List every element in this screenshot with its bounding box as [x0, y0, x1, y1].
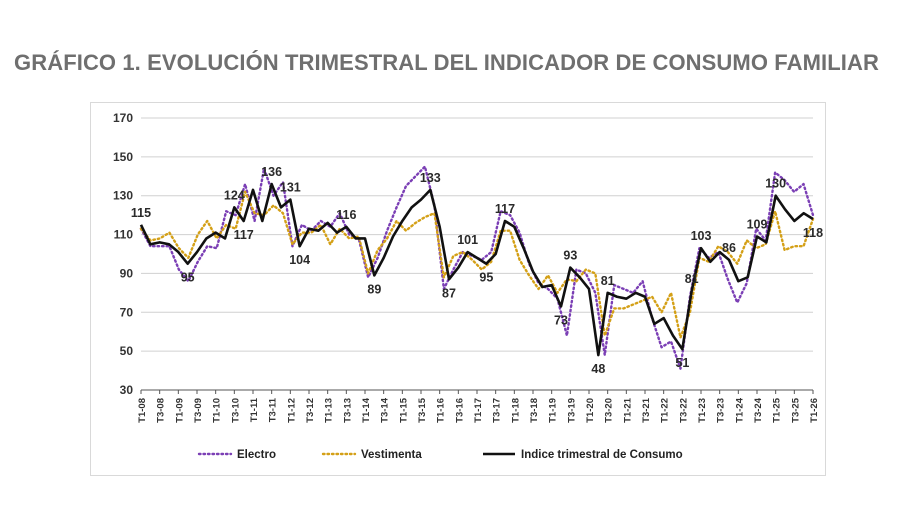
x-tick-label: T1-24	[734, 397, 745, 423]
data-label: 124	[224, 188, 245, 202]
x-tick-label: T1-14	[361, 397, 372, 423]
data-label: 95	[181, 271, 195, 285]
data-label: 118	[803, 226, 823, 240]
data-label: 117	[234, 228, 254, 242]
series-lines	[139, 165, 815, 370]
data-label: 103	[691, 229, 712, 243]
data-label: 81	[601, 274, 615, 288]
x-tick-label: T3-24	[753, 397, 764, 423]
data-label: 115	[131, 206, 151, 220]
y-tick-label: 50	[120, 344, 134, 358]
data-label: 73	[554, 313, 568, 327]
series-line-2	[139, 190, 815, 339]
x-tick-label: T1-20	[585, 398, 596, 423]
x-tick-label: T1-26	[809, 398, 820, 423]
x-tick-label: T3-18	[529, 398, 540, 423]
data-label: 101	[457, 233, 478, 247]
y-axis: 30 50 70 90 110 130 150 170	[113, 111, 133, 397]
y-tick-label: 170	[113, 111, 133, 125]
data-label: 89	[367, 282, 381, 296]
x-tick-label: T3-21	[641, 397, 652, 423]
x-tick-label: T3-17	[492, 398, 503, 423]
x-axis: T1-08 T3-08 T1-09 T3-09 T1-10 T3-10 T1-11 T3-11…	[137, 389, 820, 423]
x-tick-label: T3-23	[716, 398, 727, 423]
data-label: 131	[280, 181, 301, 195]
x-tick-label: T1-25	[772, 397, 783, 423]
data-label: 81	[685, 272, 699, 286]
x-tick-label: T3-25	[790, 397, 801, 423]
data-label: 51	[675, 356, 689, 370]
x-tick-label: T1-15	[398, 397, 409, 423]
data-label: 117	[495, 202, 515, 216]
data-label: 133	[420, 171, 441, 185]
y-tick-label: 70	[120, 305, 134, 319]
x-tick-label: T3-19	[566, 398, 577, 423]
x-tick-label: T1-09	[174, 398, 185, 423]
data-label: 86	[722, 241, 736, 255]
x-tick-label: T1-19	[548, 398, 559, 423]
x-tick-label: T3-15	[417, 397, 428, 423]
x-tick-label: T3-11	[268, 397, 279, 422]
x-tick-label: T1-12	[286, 398, 297, 423]
line-chart: 30 50 70 90 110 130 150 170 T1-08 T3-08 T1-09 T3-0…	[113, 111, 823, 461]
x-tick-label: T3-14	[380, 397, 391, 423]
x-tick-label: T1-22	[660, 398, 671, 423]
legend: Electro Vestimenta Indice trimestral de Co…	[197, 449, 683, 461]
x-tick-label: T3-10	[230, 398, 241, 423]
x-tick-label: T3-12	[305, 398, 316, 423]
series-line-3	[139, 182, 814, 357]
x-tick-label: T1-10	[212, 398, 223, 423]
data-labels: 115 95 124 117 136 131 104 116 89 133 87 101 95 117 73…	[131, 165, 823, 376]
data-label: 116	[336, 208, 356, 222]
data-label: 109	[747, 218, 768, 232]
x-tick-label: T1-21	[622, 397, 633, 423]
x-tick-label: T1-08	[137, 398, 148, 423]
data-label: 93	[563, 249, 577, 263]
legend-label-3: Indice trimestral de Consumo	[521, 449, 683, 461]
x-tick-label: T1-23	[697, 398, 708, 423]
x-tick-label: T3-09	[193, 398, 204, 423]
y-tick-label: 130	[113, 189, 133, 203]
x-tick-label: T3-22	[678, 398, 689, 423]
y-tick-label: 30	[120, 383, 134, 397]
data-label: 87	[442, 286, 456, 300]
x-tick-label: T3-13	[342, 398, 353, 423]
data-label: 130	[765, 177, 786, 191]
data-label: 48	[591, 362, 605, 376]
x-tick-label: T1-13	[324, 398, 335, 423]
legend-label-1: Electro	[237, 449, 276, 461]
y-tick-label: 150	[113, 150, 133, 164]
x-tick-label: T3-20	[604, 398, 615, 423]
data-label: 104	[289, 253, 310, 267]
y-tick-label: 90	[120, 266, 134, 280]
chart-frame: 30 50 70 90 110 130 150 170 T1-08 T3-08 T1-09 T3-0…	[90, 102, 826, 476]
x-tick-label: T1-16	[436, 398, 447, 423]
grid-lines	[141, 117, 813, 391]
data-label: 136	[261, 165, 282, 179]
chart-title: GRÁFICO 1. EVOLUCIÓN TRIMESTRAL DEL INDI…	[14, 50, 879, 75]
data-label: 95	[479, 271, 493, 285]
x-tick-label: T3-08	[156, 398, 167, 423]
x-tick-label: T1-18	[510, 398, 521, 423]
legend-label-2: Vestimenta	[361, 449, 422, 461]
y-tick-label: 110	[114, 228, 134, 242]
x-tick-label: T1-11	[249, 397, 260, 422]
x-tick-label: T1-17	[473, 398, 484, 423]
x-tick-label: T3-16	[454, 398, 465, 423]
